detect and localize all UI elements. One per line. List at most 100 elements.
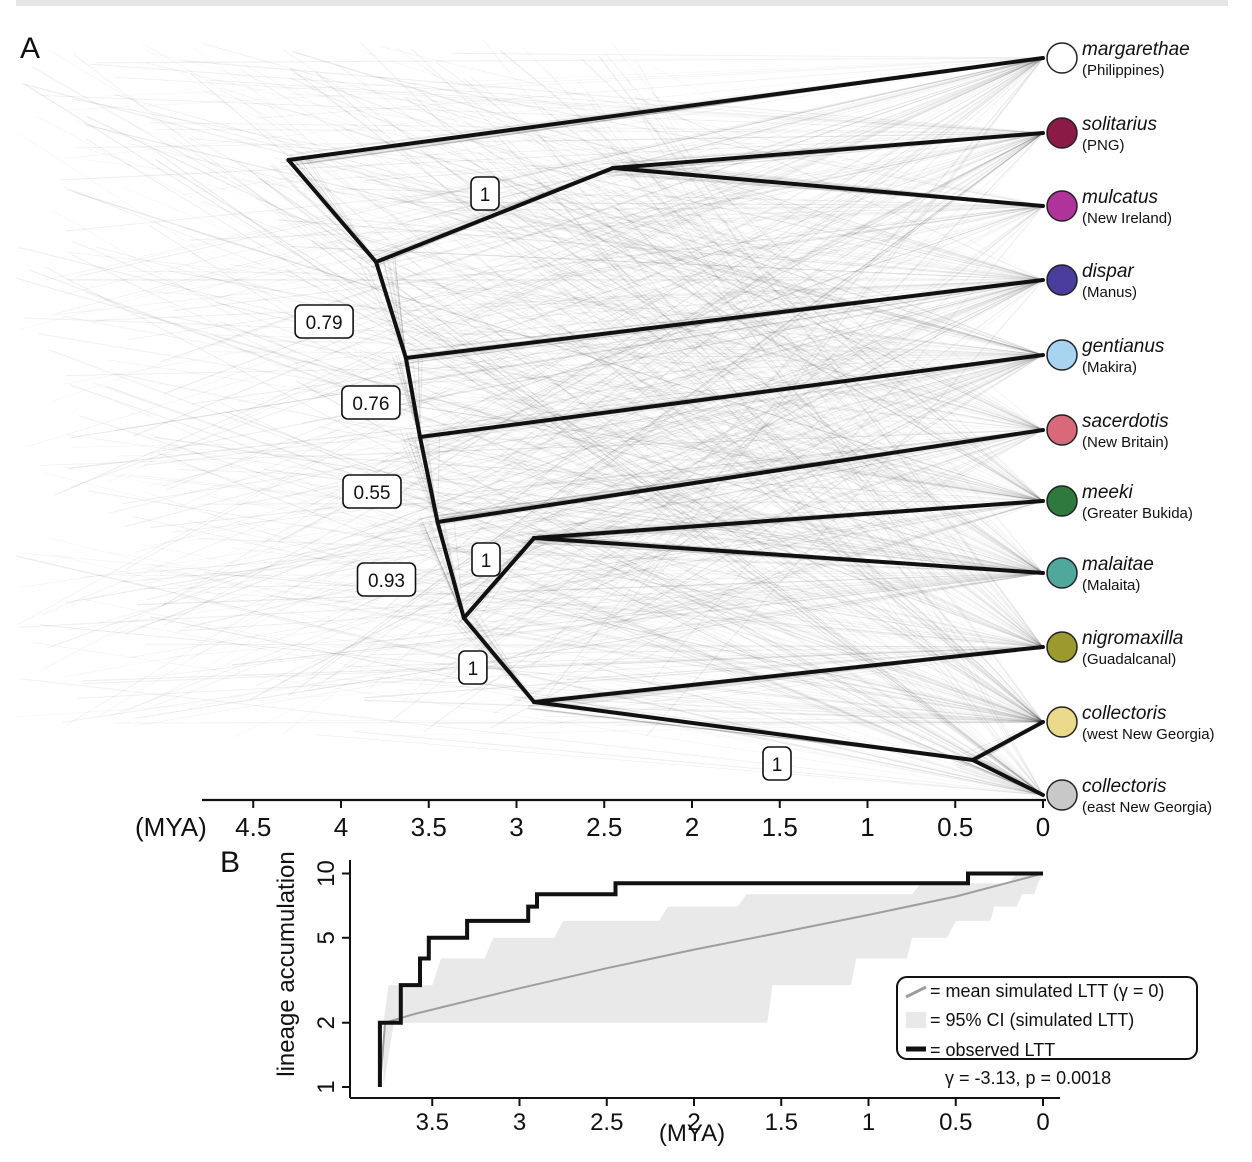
posterior-sample-line: [565, 429, 1044, 526]
posterior-sample-line: [277, 219, 1044, 281]
posterior-sample-line: [515, 619, 1044, 723]
posterior-sample-line: [434, 210, 1044, 281]
posterior-sample-line: [59, 132, 1044, 181]
posterior-sample-line: [572, 686, 1044, 723]
posterior-sample-line: [126, 142, 1044, 356]
posterior-sample-line: [402, 57, 1044, 703]
posterior-sample-line: [379, 493, 1044, 574]
posterior-edge-sample: [453, 516, 465, 619]
ltt-x-tick-label: 1: [862, 1109, 875, 1136]
posterior-sample-line: [209, 351, 1044, 356]
posterior-sample-line: [601, 676, 1044, 723]
posterior-sample-line: [548, 185, 1044, 356]
posterior-sample-line: [75, 57, 1044, 278]
posterior-sample-line: [322, 306, 1044, 648]
posterior-sample-line: [364, 238, 1044, 431]
posterior-sample-line: [65, 57, 1044, 159]
posterior-sample-line: [189, 520, 1044, 723]
support-box: [471, 542, 501, 577]
posterior-sample-line: [113, 721, 1044, 724]
posterior-sample-line: [302, 524, 1044, 648]
tip-species-name: collectoris: [1082, 776, 1167, 797]
posterior-sample-line: [29, 269, 1044, 648]
support-label: 0.55: [354, 483, 391, 504]
posterior-sample-line: [377, 500, 1044, 505]
posterior-sample-line: [538, 132, 1044, 353]
tip-color-dot: [1046, 706, 1078, 738]
posterior-sample-line: [204, 571, 1044, 648]
consensus-branch: [532, 645, 1045, 704]
posterior-sample-line: [437, 354, 1044, 405]
posterior-sample-line: [67, 354, 1044, 469]
posterior-sample-line: [243, 279, 1044, 608]
posterior-sample-line: [151, 111, 1044, 356]
posterior-sample-line: [531, 164, 1044, 574]
posterior-edge-sample: [394, 259, 407, 359]
posterior-sample-line: [384, 223, 1044, 648]
posterior-sample-line: [274, 158, 1044, 281]
posterior-sample-line: [201, 57, 1044, 350]
posterior-sample-line: [133, 572, 1044, 727]
posterior-sample-line: [198, 537, 1044, 574]
posterior-sample-line: [502, 57, 1044, 285]
posterior-sample-line: [497, 135, 1044, 723]
posterior-sample-line: [114, 400, 1044, 796]
posterior-sample-line: [154, 436, 1044, 574]
consensus-branch: [418, 353, 1045, 439]
posterior-sample-line: [62, 315, 1044, 502]
posterior-sample-line: [174, 205, 1044, 312]
posterior-sample-line: [489, 429, 1044, 729]
tip-color-dot: [1046, 339, 1078, 371]
posterior-sample-line: [125, 279, 1044, 528]
posterior-sample-line: [568, 429, 1044, 486]
posterior-sample-line: [148, 279, 1044, 455]
posterior-sample-line: [72, 240, 1044, 648]
posterior-sample-line: [359, 49, 1044, 281]
posterior-sample-line: [74, 132, 1044, 149]
posterior-sample-line: [40, 279, 1044, 617]
posterior-sample-line: [70, 253, 1044, 723]
posterior-sample-line: [627, 132, 1044, 222]
posterior-sample-line: [456, 429, 1044, 699]
tip-dispar: dispar (Manus): [1046, 261, 1137, 301]
posterior-sample-line: [382, 461, 1044, 648]
posterior-sample-line: [554, 200, 1044, 431]
posterior-sample-line: [213, 335, 1044, 574]
posterior-sample-line: [125, 105, 1044, 574]
posterior-sample-line: [106, 385, 1044, 723]
posterior-sample-line: [644, 181, 1044, 281]
posterior-sample-line: [408, 205, 1044, 427]
posterior-sample-line: [403, 96, 1044, 502]
posterior-sample-line: [53, 210, 1044, 796]
posterior-sample-line: [605, 54, 1044, 574]
posterior-sample-line: [128, 205, 1044, 340]
posterior-sample-line: [83, 291, 1044, 648]
posterior-sample-line: [244, 132, 1044, 413]
posterior-sample-line: [122, 186, 1044, 574]
posterior-sample-line: [353, 730, 1044, 796]
posterior-sample-line: [292, 50, 1044, 281]
posterior-sample-line: [499, 49, 1044, 502]
posterior-sample-line: [594, 205, 1044, 219]
posterior-sample-line: [440, 466, 1044, 723]
posterior-sample-line: [530, 279, 1044, 318]
posterior-sample-line: [418, 500, 1044, 610]
posterior-sample-line: [268, 340, 1044, 356]
posterior-sample-line: [298, 429, 1044, 580]
posterior-sample-line: [358, 273, 1044, 356]
tip-color-dot: [1046, 485, 1078, 517]
ltt-x-tick-label: 2: [687, 1109, 700, 1136]
posterior-edge-sample: [419, 515, 465, 619]
posterior-sample-line: [512, 572, 1044, 615]
posterior-sample-line: [359, 41, 1044, 723]
ltt-x-axis-label: (MYA): [659, 1120, 725, 1147]
posterior-sample-line: [149, 616, 1044, 796]
posterior-sample-line: [437, 279, 1044, 478]
time-axis-a-tick-label: 2.5: [586, 812, 622, 842]
posterior-edge-sample: [424, 528, 465, 619]
panel-a-letter: A: [20, 32, 40, 65]
tip-location: (Guadalcanal): [1082, 651, 1176, 668]
posterior-sample-line: [23, 317, 1044, 356]
posterior-sample-line: [536, 167, 1044, 431]
posterior-sample-line: [226, 429, 1044, 567]
